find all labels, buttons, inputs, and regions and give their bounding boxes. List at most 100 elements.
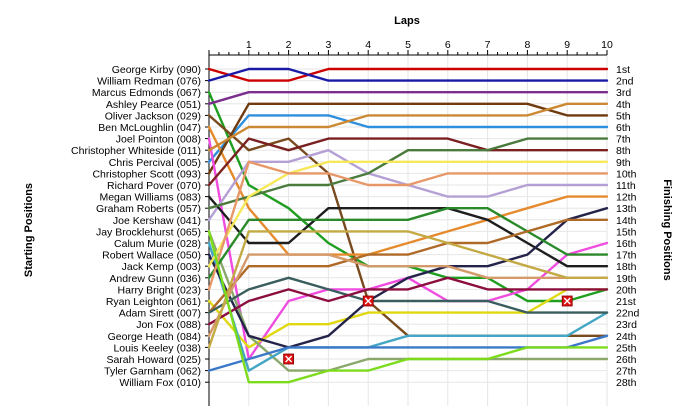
finishing-label: 27th: [616, 366, 637, 378]
series-line: [207, 276, 609, 314]
starting-label: Megan Williams (083): [99, 192, 201, 204]
finishing-position-labels: 1st2nd3rd4th5th6th7th8th9th10th11th12th1…: [616, 64, 640, 389]
series-line: [207, 114, 609, 164]
finishing-label: 21st: [616, 296, 636, 308]
starting-label: George Heath (084): [108, 331, 201, 343]
finishing-label: 13th: [616, 203, 637, 215]
finishing-label: 25th: [616, 342, 637, 354]
starting-position-labels: George Kirby (090)William Redman (076)Ma…: [71, 64, 201, 389]
finishing-label: 1st: [616, 64, 630, 76]
starting-label: Tyler Garnham (062): [104, 366, 201, 378]
starting-label: Jack Kemp (003): [122, 261, 201, 273]
finishing-label: 20th: [616, 284, 637, 296]
starting-label: Marcus Edmonds (067): [92, 87, 201, 99]
finishing-label: 28th: [616, 377, 637, 389]
finishing-label: 17th: [616, 250, 637, 262]
finishing-label: 22nd: [616, 308, 640, 320]
lap-tick-label: 2: [286, 39, 292, 51]
series-line: [207, 125, 609, 256]
lap-tick-label: 5: [405, 39, 411, 51]
series-line: [207, 288, 609, 349]
starting-label: Ben McLoughlin (047): [98, 122, 201, 134]
series-line: [207, 90, 609, 106]
series-line: [207, 218, 609, 314]
retirement-marker: [283, 353, 295, 365]
series-line: [207, 206, 609, 349]
starting-label: Richard Pover (070): [107, 180, 201, 192]
starting-label: William Redman (076): [97, 76, 201, 88]
finishing-label: 8th: [616, 145, 631, 157]
series-line: [207, 67, 609, 82]
y-axis-title-left: Starting Positions: [23, 183, 35, 277]
finishing-label: 4th: [616, 99, 631, 111]
starting-label: Chris Percival (005): [109, 157, 201, 169]
finishing-label: 26th: [616, 354, 637, 366]
finishing-label: 15th: [616, 226, 637, 238]
finishing-label: 5th: [616, 110, 631, 122]
series-line: [207, 160, 609, 268]
finishing-label: 19th: [616, 273, 637, 285]
finishing-label: 3rd: [616, 87, 631, 99]
retirement-marker: [561, 295, 573, 307]
finishing-label: 16th: [616, 238, 637, 250]
finishing-label: 14th: [616, 215, 637, 227]
starting-label: Graham Roberts (057): [96, 203, 201, 215]
starting-label: William Fox (010): [119, 377, 201, 389]
finishing-label: 24th: [616, 331, 637, 343]
starting-label: Oliver Jackson (029): [105, 110, 201, 122]
finishing-label: 6th: [616, 122, 631, 134]
lap-tick-label: 6: [445, 39, 451, 51]
retirement-markers: [283, 295, 573, 365]
finishing-label: 7th: [616, 134, 631, 146]
lap-tick-label: 4: [365, 39, 371, 51]
finishing-label: 11th: [616, 180, 636, 192]
starting-label: Jay Brocklehurst (065): [96, 226, 201, 238]
lap-tick-label: 1: [246, 39, 252, 51]
lap-tick-labels: 1 2 3 4 5 6 7 8 9 10: [246, 39, 613, 51]
starting-label: Louis Keeley (038): [113, 342, 201, 354]
finishing-label: 18th: [616, 261, 637, 273]
series-line: [207, 137, 609, 210]
series-line: [207, 206, 609, 279]
series-line: [207, 195, 609, 268]
series-line: [207, 160, 609, 291]
starting-label: Adam Sirett (007): [119, 308, 201, 320]
retirement-marker: [362, 295, 374, 307]
retirement-marker-cross: [364, 297, 372, 305]
starting-label: Joel Pointon (008): [116, 134, 201, 146]
finishing-label: 10th: [616, 168, 637, 180]
retirement-marker-cross: [563, 297, 571, 305]
series-layer: [207, 67, 609, 384]
y-axis-title-right: Finishing Positions: [661, 179, 673, 280]
lap-tick-label: 10: [601, 39, 613, 51]
starting-label: Harry Bright (023): [118, 284, 201, 296]
starting-label: Joe Kershaw (041): [113, 215, 201, 227]
finishing-label: 23rd: [616, 319, 637, 331]
starting-label: Robert Wallace (050): [102, 250, 201, 262]
series-line: [207, 102, 609, 175]
starting-label: Ashley Pearce (051): [106, 99, 201, 111]
series-line: [207, 102, 609, 152]
starting-label: Calum Murie (028): [114, 238, 201, 250]
finishing-label: 12th: [616, 192, 637, 204]
series-line: [207, 67, 609, 82]
lap-tick-label: 9: [564, 39, 570, 51]
starting-label: George Kirby (090): [112, 64, 201, 76]
lap-tick-label: 7: [485, 39, 491, 51]
series-line: [207, 276, 609, 326]
x-axis-title: Laps: [394, 15, 420, 27]
series-line: [207, 137, 609, 187]
finishing-label: 9th: [616, 157, 631, 169]
series-line: [207, 230, 609, 349]
starting-label: Ryan Leighton (061): [106, 296, 201, 308]
series-line: [207, 230, 609, 384]
starting-label: Jon Fox (088): [136, 319, 201, 331]
series-line: [207, 241, 609, 372]
starting-label: Christopher Scott (093): [92, 168, 201, 180]
lap-tick-label: 3: [325, 39, 331, 51]
starting-label: Christopher Whiteside (011): [71, 145, 201, 157]
retirement-marker-cross: [285, 355, 293, 363]
series-line: [207, 253, 609, 337]
starting-label: Andrew Gunn (036): [109, 273, 201, 285]
